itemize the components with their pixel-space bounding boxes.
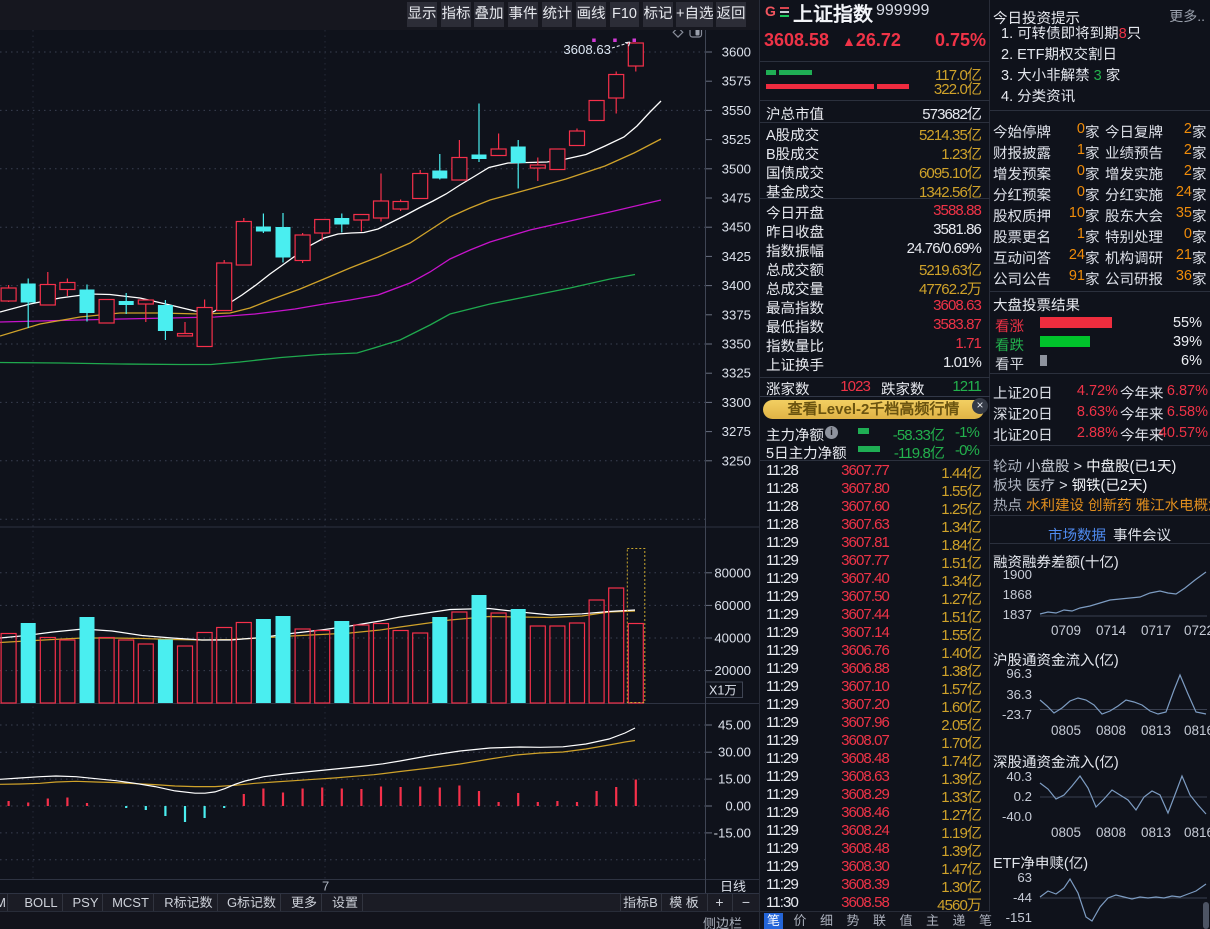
svg-text:3450: 3450: [722, 220, 751, 235]
svg-text:40000: 40000: [714, 631, 751, 646]
svg-text:20000: 20000: [714, 663, 751, 678]
svg-text:3250: 3250: [722, 453, 751, 468]
svg-text:15.00: 15.00: [718, 772, 751, 787]
svg-text:3575: 3575: [722, 74, 751, 89]
svg-text:3350: 3350: [722, 337, 751, 352]
svg-text:3525: 3525: [722, 132, 751, 147]
svg-text:80000: 80000: [714, 565, 751, 580]
svg-text:30.00: 30.00: [718, 745, 751, 760]
svg-text:3608.63: 3608.63: [563, 42, 611, 57]
svg-text:X1万: X1万: [709, 684, 737, 698]
svg-text:3475: 3475: [722, 191, 751, 206]
svg-text:3600: 3600: [722, 45, 751, 60]
svg-text:3375: 3375: [722, 307, 751, 322]
svg-text:0.00: 0.00: [725, 799, 751, 814]
svg-text:3275: 3275: [722, 424, 751, 439]
svg-text:7: 7: [322, 879, 329, 894]
svg-text:3500: 3500: [722, 161, 751, 176]
svg-text:3425: 3425: [722, 249, 751, 264]
svg-text:3300: 3300: [722, 395, 751, 410]
svg-text:60000: 60000: [714, 598, 751, 613]
svg-text:3400: 3400: [722, 278, 751, 293]
svg-text:3325: 3325: [722, 366, 751, 381]
svg-text:-15.00: -15.00: [714, 825, 751, 840]
svg-text:3550: 3550: [722, 103, 751, 118]
svg-text:45.00: 45.00: [718, 718, 751, 733]
